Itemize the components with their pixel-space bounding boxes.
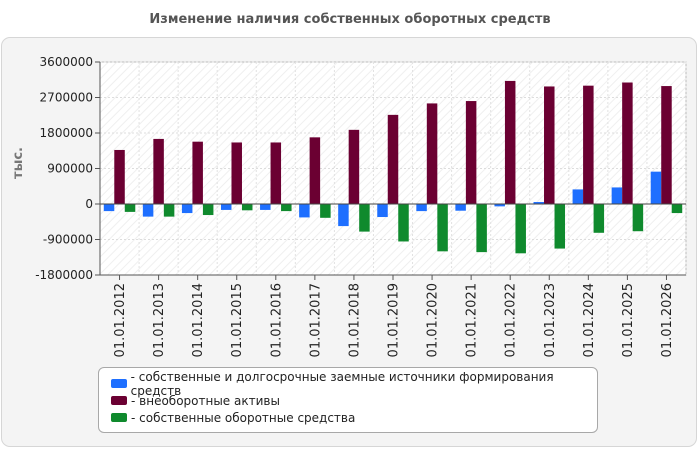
y-tick-label: -1800000 (35, 268, 93, 282)
x-tick-label: 01.01.2022 (504, 283, 519, 357)
bar (192, 141, 203, 204)
y-tick-label: 3600000 (40, 55, 93, 69)
x-tick-label: 01.01.2016 (269, 283, 284, 357)
bar (455, 204, 466, 211)
y-axis-label: тыс. (11, 147, 26, 179)
bar (437, 204, 448, 252)
x-tick-label: 01.01.2020 (426, 283, 441, 357)
x-tick-label: 01.01.2012 (113, 283, 128, 357)
bar (622, 82, 633, 204)
y-tick-label: -900000 (43, 233, 93, 247)
x-tick-label: 01.01.2025 (621, 283, 636, 357)
legend-item: - внеоборотные активы (111, 392, 597, 409)
x-tick-label: 01.01.2017 (308, 283, 323, 357)
legend-label: - собственные оборотные средства (131, 410, 356, 425)
bar (348, 129, 360, 204)
bar (299, 204, 310, 218)
bar (309, 137, 321, 204)
bar (554, 204, 566, 249)
bar (338, 204, 349, 227)
x-tick-label: 01.01.2024 (582, 283, 597, 357)
y-tick-label: 1800000 (40, 126, 93, 140)
bar (661, 86, 672, 204)
bar (426, 103, 438, 204)
x-tick-label: 01.01.2021 (465, 283, 480, 357)
legend: - собственные и долгосрочные заемные ист… (98, 367, 598, 433)
bar (124, 204, 136, 212)
bar (515, 204, 526, 254)
bar (416, 204, 427, 212)
bar (611, 187, 623, 204)
bar (632, 204, 644, 232)
bar (163, 204, 175, 217)
bar (320, 204, 331, 218)
y-tick-label: 0 (85, 197, 93, 211)
bar (281, 204, 292, 212)
bar (671, 204, 683, 214)
legend-item: - собственные и долгосрочные заемные ист… (111, 370, 597, 398)
x-tick-label: 01.01.2014 (191, 283, 206, 357)
legend-swatch (111, 413, 127, 422)
bar (533, 202, 545, 204)
bar (114, 149, 125, 204)
x-tick-label: 01.01.2018 (347, 283, 362, 357)
bar (241, 204, 253, 211)
legend-swatch (111, 379, 127, 388)
bar (544, 86, 555, 204)
y-tick-label: 900000 (47, 162, 93, 176)
bar (231, 142, 242, 204)
bar (103, 204, 115, 212)
bar (650, 171, 662, 204)
bar (181, 204, 193, 214)
x-tick-label: 01.01.2026 (660, 283, 675, 357)
bar (359, 204, 370, 232)
bar (387, 114, 399, 204)
bar (377, 204, 388, 218)
bar (465, 101, 477, 204)
bar (572, 189, 584, 204)
y-tick-label: 2700000 (40, 91, 93, 105)
bar (398, 204, 409, 242)
bars (103, 80, 683, 254)
x-tick-label: 01.01.2023 (543, 283, 558, 357)
legend-item: - собственные оборотные средства (111, 409, 597, 426)
axes: 3600000 2700000 1800000 900000 0 -900000 -1800… (35, 55, 686, 357)
bar (220, 204, 232, 210)
x-tick-label: 01.01.2013 (152, 283, 167, 357)
bar (270, 142, 282, 204)
bar (153, 138, 164, 204)
x-tick-label: 01.01.2019 (387, 283, 402, 357)
chart-title: Изменение наличия собственных оборотных … (149, 12, 551, 27)
legend-swatch (111, 396, 127, 405)
legend-label: - собственные и долгосрочные заемные ист… (130, 369, 554, 398)
bar (260, 204, 271, 210)
bar (593, 204, 605, 233)
bar (142, 204, 154, 217)
legend-label: - внеоборотные активы (131, 393, 280, 408)
bar (476, 204, 487, 253)
bar (202, 204, 214, 216)
bar (504, 80, 516, 204)
bar (494, 204, 505, 207)
bar (583, 85, 594, 204)
x-tick-label: 01.01.2015 (230, 283, 245, 357)
